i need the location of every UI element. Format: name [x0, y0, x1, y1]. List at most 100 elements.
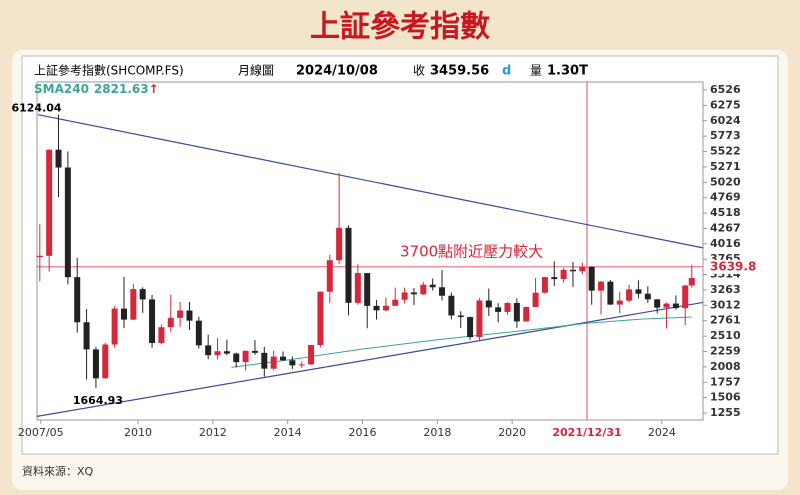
info-text: 上証參考指數(SHCOMP.FS) — [34, 63, 184, 78]
candle-body — [635, 289, 642, 294]
candle-body — [551, 277, 558, 280]
candle-body — [644, 293, 651, 300]
y-tick-label: 2259 — [710, 344, 741, 357]
candle-body — [626, 289, 633, 301]
candle-body — [92, 349, 99, 379]
y-tick-label: 1757 — [710, 375, 741, 388]
y-tick-label: 4267 — [710, 221, 741, 234]
candle-body — [682, 285, 689, 309]
info-text: 3459.56 — [430, 64, 489, 79]
candle-body — [223, 351, 230, 354]
x-tick-label: 2010 — [124, 426, 152, 439]
candle-body — [270, 356, 277, 369]
y-tick-label: 1255 — [710, 406, 741, 419]
candle-body — [476, 300, 483, 338]
info-text: 2024/10/08 — [296, 64, 378, 79]
candle-body — [420, 284, 427, 295]
candle-body — [598, 281, 605, 291]
trendline — [36, 301, 704, 417]
sma-line — [231, 316, 692, 368]
max-label: 6124.04 — [11, 102, 61, 115]
candle-body — [429, 284, 436, 288]
y-tick-label: 5271 — [710, 160, 741, 173]
candle-body — [214, 351, 221, 356]
candle-body — [485, 300, 492, 308]
candle-body — [46, 149, 53, 256]
sma-arrow: ↑ — [149, 82, 159, 96]
min-label: 1664.93 — [73, 394, 123, 407]
y-tick-label: 4518 — [710, 206, 741, 219]
candle-body — [688, 277, 695, 286]
candle-body — [439, 287, 446, 296]
candle-body — [83, 322, 90, 350]
info-bar: 上証參考指數(SHCOMP.FS) 月線圖 2024/10/08 收 3459.56 d 量… — [34, 63, 588, 79]
candle-body — [467, 317, 474, 338]
trendline — [38, 114, 704, 249]
candle-body — [401, 292, 408, 300]
candle-body — [345, 227, 352, 303]
source: 資料來源：XQ — [22, 464, 94, 478]
candle-body — [364, 273, 371, 306]
candle-body — [579, 266, 586, 272]
y-tick-label: 4016 — [710, 237, 741, 250]
candle-body — [55, 149, 62, 168]
candle-body — [588, 266, 595, 291]
y-tick-label: 6275 — [710, 98, 741, 111]
candle-body — [261, 352, 268, 369]
candle-body — [495, 307, 502, 312]
candle-body — [120, 308, 127, 320]
chart-title: 上証參考指數 — [310, 10, 490, 45]
candle-body — [308, 345, 315, 365]
candle-body — [448, 295, 455, 316]
candle-body — [205, 345, 212, 356]
candle-body — [336, 227, 343, 261]
hline-label-bg — [707, 259, 765, 274]
candle-body — [672, 303, 679, 309]
candle-body — [317, 291, 324, 346]
y-tick-label: 3012 — [710, 298, 741, 311]
candle-body — [289, 360, 296, 366]
y-tick-label: 6526 — [710, 83, 741, 96]
sma-name: SMA240 — [34, 82, 89, 96]
candle-body — [616, 300, 623, 305]
panel — [21, 55, 779, 455]
candle-body — [186, 310, 193, 321]
candle-body — [513, 303, 520, 322]
info-text: 月線圖 — [238, 63, 274, 78]
candle-body — [280, 356, 287, 361]
x-tick-label: 2018 — [423, 426, 451, 439]
vertical-marker-label: 2021/12/31 — [552, 426, 621, 439]
candle-body — [663, 303, 670, 308]
y-tick-label: 4769 — [710, 191, 741, 204]
y-tick-label: 2510 — [710, 329, 741, 342]
candle-body — [36, 255, 43, 258]
y-tick-label: 5773 — [710, 129, 741, 142]
y-tick-label: 2008 — [710, 360, 741, 373]
candle-body — [111, 308, 118, 345]
info-text: d — [502, 64, 511, 79]
candle-body — [251, 350, 258, 353]
hline-label: 3639.8 — [710, 259, 756, 273]
candle-body — [541, 277, 548, 293]
candle-body — [354, 273, 361, 303]
candle-body — [195, 320, 202, 346]
sma-label: SMA240 2821.63↑ — [34, 82, 159, 96]
x-tick-label: 2020 — [498, 426, 526, 439]
candle-body — [523, 307, 530, 322]
x-tick-label: 2007/05 — [18, 426, 64, 439]
candle-body — [504, 303, 511, 312]
candle-body — [298, 364, 305, 366]
y-tick-label: 1506 — [710, 391, 741, 404]
y-tick-label: 2761 — [710, 314, 741, 327]
x-tick-label: 2014 — [274, 426, 302, 439]
candle-body — [74, 277, 81, 323]
candle-body — [139, 289, 146, 300]
candle-body — [102, 344, 109, 379]
candle-body — [382, 305, 389, 311]
y-tick-label: 6024 — [710, 114, 741, 127]
candle-body — [242, 350, 249, 363]
info-text: 1.30T — [547, 64, 588, 79]
candle-body — [607, 281, 614, 305]
